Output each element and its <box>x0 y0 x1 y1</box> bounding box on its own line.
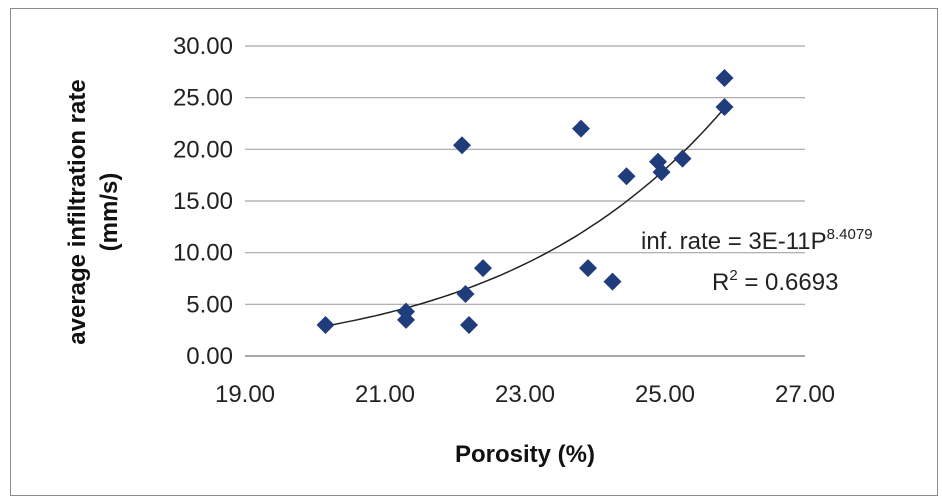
y-tick-label: 15.00 <box>173 188 233 215</box>
equation-exponent: 8.4079 <box>827 226 873 243</box>
y-tick-label: 30.00 <box>173 33 233 60</box>
data-point <box>715 69 734 88</box>
y-tick-label: 5.00 <box>186 291 233 318</box>
y-tick-label: 0.00 <box>186 343 233 370</box>
y-tick-label: 10.00 <box>173 240 233 267</box>
data-point <box>572 119 590 138</box>
trendline-equation: inf. rate = 3E-11P8.4079 <box>641 226 873 255</box>
y-axis-title-line2: (mm/s) <box>96 173 123 252</box>
x-tick-label: 25.00 <box>635 381 695 408</box>
x-tick-label: 23.00 <box>495 381 555 408</box>
x-tick-label: 19.00 <box>215 381 275 408</box>
r2-prefix: R <box>712 269 729 296</box>
y-tick-label: 20.00 <box>173 136 233 163</box>
data-point <box>456 285 475 303</box>
data-point <box>316 316 335 334</box>
r2-value: = 0.6693 <box>738 269 839 296</box>
y-axis-title-line1: average infiltration rate <box>64 79 91 344</box>
data-points <box>316 69 734 334</box>
gridlines <box>245 45 805 305</box>
data-point <box>652 163 671 182</box>
data-point <box>603 272 622 291</box>
x-tick-label: 27.00 <box>775 381 835 408</box>
r-squared-label: R2 = 0.6693 <box>712 267 838 296</box>
x-tick-label: 21.00 <box>355 381 415 408</box>
x-axis-title: Porosity (%) <box>455 441 595 468</box>
data-point <box>715 97 734 116</box>
data-point <box>617 167 636 186</box>
power-trendline <box>325 107 726 327</box>
x-tick-labels: 19.00 21.00 23.00 25.00 27.00 <box>215 381 835 408</box>
data-point <box>460 316 478 334</box>
data-point <box>673 149 692 168</box>
data-point <box>474 259 492 278</box>
y-tick-labels: 0.00 5.00 10.00 15.00 20.00 25.00 30.00 <box>173 33 233 370</box>
data-point <box>579 259 597 278</box>
data-point <box>397 310 415 329</box>
equation-base: inf. rate = 3E-11P <box>641 228 827 255</box>
r2-superscript: 2 <box>729 267 737 284</box>
y-tick-label: 25.00 <box>173 85 233 112</box>
chart-frame <box>10 8 938 496</box>
data-point <box>453 136 471 155</box>
